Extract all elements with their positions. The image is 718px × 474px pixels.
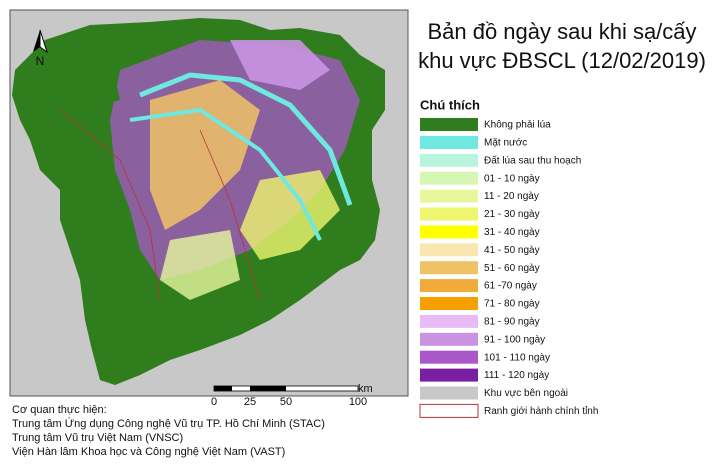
- legend-label: 51 - 60 ngày: [484, 263, 540, 274]
- legend-swatch: [420, 171, 478, 185]
- legend-label: 21 - 30 ngày: [484, 209, 540, 220]
- legend-swatch: [419, 403, 479, 418]
- legend-swatch: [420, 297, 478, 310]
- legend-label: Ranh giới hành chính tỉnh: [484, 405, 598, 417]
- legend-swatch: [420, 153, 478, 167]
- legend-title: Chú thích: [420, 97, 480, 112]
- legend-label: Đất lúa sau thu hoạch: [484, 154, 581, 166]
- legend-label: 81 - 90 ngày: [484, 317, 540, 328]
- scale-label: 100: [349, 396, 367, 408]
- legend-label: Mặt nước: [484, 138, 527, 149]
- legend-swatch: [420, 118, 478, 131]
- scale-label: 25: [244, 396, 256, 408]
- legend-swatch: [420, 314, 478, 328]
- title-line2: khu vực ĐBSCL (12/02/2019): [418, 48, 706, 73]
- north-arrow: [33, 29, 48, 54]
- map-land: [12, 18, 385, 385]
- legend-swatch: [420, 350, 478, 364]
- scale-bar: [213, 385, 359, 392]
- legend-label: Không phải lúa: [484, 120, 551, 131]
- scale-label: 50: [280, 396, 292, 408]
- scale-unit: km: [358, 383, 373, 395]
- legend-label: 111 - 120 ngày: [484, 370, 549, 381]
- legend-swatch: [420, 225, 478, 239]
- legend-label: 61 -70 ngày: [484, 281, 537, 292]
- legend-label: 31 - 40 ngày: [484, 227, 540, 238]
- legend-swatch: [420, 207, 478, 221]
- legend-swatch: [420, 135, 478, 149]
- legend-swatch: [420, 332, 478, 346]
- legend-swatch: [420, 279, 478, 293]
- credits-heading: Cơ quan thực hiện:: [12, 404, 107, 416]
- credits-line: Trung tâm Ứng dụng Công nghệ Vũ trụ TP. …: [12, 417, 325, 430]
- legend-swatch: [420, 243, 478, 257]
- credits-line: Viện Hàn lâm Khoa học và Công nghệ Việt …: [12, 446, 285, 458]
- legend-swatch: [420, 261, 478, 275]
- title-line1: Bản đồ ngày sau khi sạ/cấy: [427, 19, 696, 44]
- scale-label: 0: [211, 396, 217, 408]
- legend-swatch: [420, 386, 478, 400]
- legend-label: 91 - 100 ngày: [484, 334, 545, 345]
- legend-label: 11 - 20 ngày: [484, 191, 539, 202]
- credits-line: Trung tâm Vũ trụ Việt Nam (VNSC): [12, 432, 183, 444]
- legend-label: 71 - 80 ngày: [484, 299, 540, 310]
- north-label: N: [36, 54, 45, 68]
- legend-label: 41 - 50 ngày: [484, 245, 540, 256]
- legend-label: 01 - 10 ngày: [484, 173, 540, 184]
- legend-swatch: [420, 368, 478, 382]
- legend-swatch: [420, 189, 478, 203]
- legend-label: Khu vực bên ngoài: [484, 388, 568, 399]
- legend-label: 101 - 110 ngày: [484, 352, 550, 363]
